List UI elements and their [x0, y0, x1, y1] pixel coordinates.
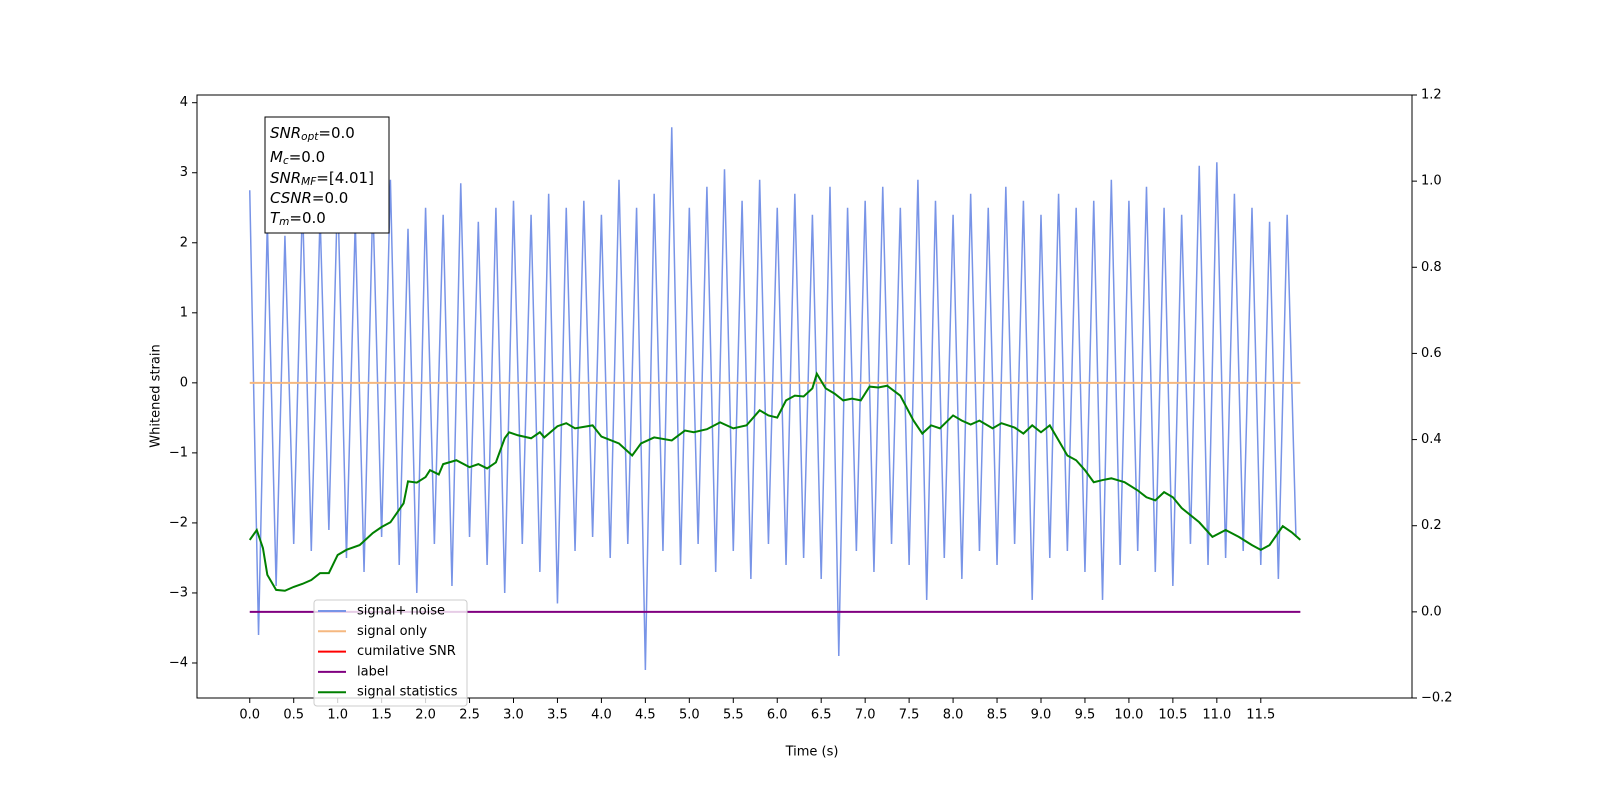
legend-label: cumilative SNR [357, 644, 456, 659]
x-tick-label: 10.5 [1158, 708, 1187, 723]
annotation-symbol: SNR [270, 169, 301, 187]
y-tick-label: 0 [180, 375, 188, 390]
x-tick-label: 0.5 [283, 708, 304, 723]
y2-tick-label: 0.4 [1421, 432, 1442, 447]
annotation-value: =0.0 [289, 148, 325, 166]
x-tick-label: 7.0 [855, 708, 876, 723]
x-tick-label: 8.0 [943, 708, 964, 723]
y-tick-label: 2 [180, 235, 188, 250]
annotation-line: SNRMF=[4.01] [270, 169, 374, 189]
series-line [248, 371, 1302, 592]
x-tick-label: 6.5 [811, 708, 832, 723]
x-tick-label: 4.5 [635, 708, 656, 723]
x-tick-label: 11.5 [1246, 708, 1275, 723]
annotation-box [264, 116, 390, 234]
annotation-subscript: m [279, 216, 289, 228]
y2-tick-label: 0.8 [1421, 260, 1442, 275]
x-tick-label: 3.0 [503, 708, 524, 723]
annotation-symbol: T [270, 209, 281, 227]
annotation-subscript: opt [301, 131, 319, 143]
x-tick-label: 8.5 [987, 708, 1008, 723]
legend-label: signal statistics [357, 685, 458, 700]
legend-label: signal+ noise [357, 604, 445, 619]
legend-label: signal only [357, 624, 427, 639]
annotation-subscript: c [283, 155, 289, 167]
y-tick-label: 1 [180, 305, 188, 320]
x-tick-label: 11.0 [1202, 708, 1231, 723]
annotation-symbol: SNR [270, 124, 301, 142]
y-axis-label: Whitened strain [149, 344, 164, 447]
x-tick-label: 5.5 [723, 708, 744, 723]
annotation-value: =0.0 [318, 124, 354, 142]
x-tick-label: 6.0 [767, 708, 788, 723]
y2-tick-label: 0.6 [1421, 346, 1442, 361]
annotation-line: Mc=0.0 [270, 148, 325, 168]
annotation-value: =0.0 [289, 209, 325, 227]
y2-tick-label: 1.0 [1421, 174, 1442, 189]
legend-box [313, 599, 468, 707]
x-tick-label: 2.5 [459, 708, 480, 723]
x-axis-label: Time (s) [785, 745, 839, 760]
y2-tick-label: 1.2 [1421, 88, 1442, 103]
x-tick-label: 5.0 [679, 708, 700, 723]
x-tick-label: 10.0 [1114, 708, 1143, 723]
x-tick-label: 1.5 [371, 708, 392, 723]
plot-frame [196, 94, 1413, 699]
annotation-symbol: M [270, 148, 283, 166]
y-tick-label: −2 [169, 515, 188, 530]
y-tick-label: 4 [180, 95, 188, 110]
annotation-line: Tm=0.0 [270, 209, 326, 229]
x-tick-label: 0.0 [239, 708, 260, 723]
x-tick-label: 7.5 [899, 708, 920, 723]
annotation-value: =0.0 [312, 189, 348, 207]
y2-tick-label: 0.2 [1421, 518, 1442, 533]
x-tick-label: 1.0 [327, 708, 348, 723]
legend-label: label [357, 664, 388, 679]
y2-tick-label: −0.2 [1421, 691, 1453, 706]
annotation-line: CSNR=0.0 [270, 189, 348, 207]
annotation-line: SNRopt=0.0 [270, 124, 355, 144]
annotation-subscript: MF [301, 176, 317, 188]
y-tick-label: −1 [169, 445, 188, 460]
annotation-value: =[4.01] [316, 169, 374, 187]
x-tick-label: 4.0 [591, 708, 612, 723]
y-tick-label: −3 [169, 585, 188, 600]
x-tick-label: 3.5 [547, 708, 568, 723]
y-tick-label: −4 [169, 655, 188, 670]
y-tick-label: 3 [180, 165, 188, 180]
x-tick-label: 9.5 [1075, 708, 1096, 723]
series-line [249, 127, 1297, 671]
x-tick-label: 2.0 [415, 708, 436, 723]
x-tick-label: 9.0 [1031, 708, 1052, 723]
y2-tick-label: 0.0 [1421, 604, 1442, 619]
annotation-symbol: CSNR [270, 189, 312, 207]
